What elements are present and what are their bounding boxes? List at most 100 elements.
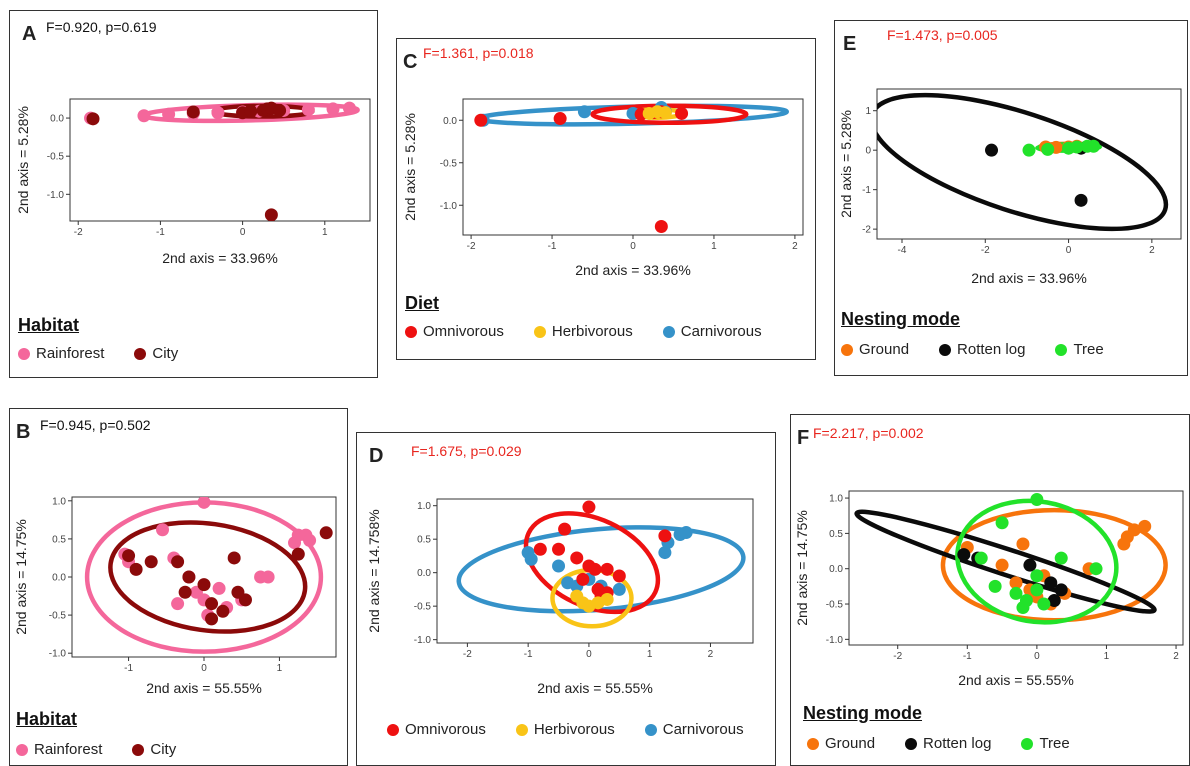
y-axis-label: 2nd axis = 5.28% xyxy=(402,113,418,221)
marks-group xyxy=(854,492,1168,625)
x-tick-label: 0 xyxy=(630,241,636,252)
panel-letter: D xyxy=(369,445,384,467)
stat-label: F=1.675, p=0.029 xyxy=(411,443,522,459)
legend-item: Carnivorous xyxy=(662,323,762,340)
legend-title: Diet xyxy=(405,293,440,313)
legend-marker xyxy=(134,347,147,360)
data-point xyxy=(612,582,626,596)
y-tick-label: -1.0 xyxy=(414,635,432,646)
plot-frame xyxy=(848,490,1184,646)
panel-letter: B xyxy=(16,421,31,443)
legend-label: Omnivorous xyxy=(405,721,486,738)
data-point xyxy=(570,551,584,565)
chart-a: -2 -1 0 1 0.0 -0.5 -1.0 2nd axis = 33.96% 2nd ax… xyxy=(10,93,375,271)
data-point xyxy=(552,542,566,556)
x-tick-label: 0 xyxy=(240,227,246,238)
panel-b: B F=0.945, p=0.502 -1 0 1 1.0 0.5 0.0 -0.5 -1.0… xyxy=(9,408,348,766)
data-point xyxy=(679,525,693,539)
data-point xyxy=(553,112,567,126)
confidence-ellipse xyxy=(854,509,1157,614)
legend-marker xyxy=(644,723,657,736)
x-tick-label: 1 xyxy=(1104,651,1110,662)
y-axis-label: 2nd axis = 14.75% xyxy=(13,519,29,635)
legend-marker xyxy=(533,325,546,338)
legend-marker xyxy=(16,743,28,756)
x-tick-label: 1 xyxy=(711,241,717,252)
x-tick-label: 2 xyxy=(792,241,798,252)
legend-marker xyxy=(662,325,675,338)
data-point xyxy=(156,523,170,537)
data-point xyxy=(1047,593,1061,607)
legend-item: Omnivorous xyxy=(405,323,504,340)
scatter-plot-svg: -2 -1 0 1 2 0.0 -0.5 -1.0 2nd axis = 33.96% 2nd a… xyxy=(402,98,804,278)
y-tick-label: -0.5 xyxy=(826,600,844,611)
legend-item: Tree xyxy=(1055,341,1104,358)
stat-label: F=1.473, p=0.005 xyxy=(887,27,998,43)
legend-item: Tree xyxy=(1021,735,1070,752)
data-point xyxy=(600,562,614,576)
data-point xyxy=(1070,140,1084,154)
data-point xyxy=(162,107,176,121)
data-point xyxy=(654,220,668,233)
confidence-ellipse xyxy=(877,92,1169,232)
data-point xyxy=(1044,576,1058,590)
data-point xyxy=(1016,601,1030,615)
legend: Omnivorous Herbivorous Carnivorous xyxy=(387,721,774,738)
plot-frame xyxy=(436,498,754,644)
data-point xyxy=(582,500,596,514)
y-tick-label: -2 xyxy=(862,225,871,236)
legend: Rainforest City xyxy=(16,741,206,758)
y-tick-label: 1.0 xyxy=(417,501,431,512)
stat-label: F=2.217, p=0.002 xyxy=(813,425,924,441)
y-axis-label: 2nd axis = 14.75% xyxy=(794,510,810,626)
x-tick-label: 0 xyxy=(201,663,207,674)
data-point xyxy=(957,548,971,562)
data-point xyxy=(231,585,245,599)
data-point xyxy=(1023,558,1037,572)
data-point xyxy=(1016,537,1030,551)
legend-label: Tree xyxy=(1039,735,1070,752)
y-tick-label: 0.0 xyxy=(52,573,66,584)
y-tick-label: -1.0 xyxy=(49,649,67,660)
y-tick-label: -1.0 xyxy=(440,201,458,212)
marks-group xyxy=(877,92,1169,232)
y-tick-label: -0.5 xyxy=(440,158,458,169)
x-tick-label: 0 xyxy=(586,649,592,660)
data-point xyxy=(1022,143,1036,157)
legend-item: Rainforest xyxy=(18,345,104,362)
data-point xyxy=(1138,519,1152,533)
legend-label: Ground xyxy=(825,735,876,752)
x-axis-label: 2nd axis = 33.96% xyxy=(575,262,691,278)
legend-marker xyxy=(807,737,819,750)
y-axis-label: 2nd axis = 5.28% xyxy=(838,110,854,218)
data-point xyxy=(1030,569,1044,583)
panel-a: A F=0.920, p=0.619 -2 -1 0 1 0.0 -0.5 -1.0 2nd … xyxy=(9,10,378,378)
scatter-plot-svg: -1 0 1 1.0 0.5 0.0 -0.5 -1.0 2nd axis = 55.55% 2n… xyxy=(13,496,337,696)
legend-marker xyxy=(905,737,918,750)
data-point xyxy=(1030,492,1044,506)
data-point xyxy=(988,579,1002,593)
x-tick-label: -1 xyxy=(124,663,133,674)
panel-letter: A xyxy=(22,23,37,45)
data-point xyxy=(1127,523,1141,537)
data-point xyxy=(171,555,185,569)
y-tick-label: 0.5 xyxy=(417,535,431,546)
x-axis-label: 2nd axis = 55.55% xyxy=(146,680,262,696)
x-tick-label: 0 xyxy=(1034,651,1040,662)
legend-item: Ground xyxy=(807,735,875,752)
panel-e: E F=1.473, p=0.005 -4 -2 0 2 1 0 -1 -2 2nd axis … xyxy=(834,20,1188,376)
data-point xyxy=(178,585,192,599)
scatter-plot-svg: -2 -1 0 1 0.0 -0.5 -1.0 2nd axis = 33.96% 2nd ax… xyxy=(15,98,371,266)
data-point xyxy=(129,562,143,576)
y-tick-label: 0.0 xyxy=(50,114,64,125)
data-point xyxy=(291,547,305,561)
legend-label: Rotten log xyxy=(923,735,992,752)
data-point xyxy=(1054,583,1068,597)
y-tick-label: -1.0 xyxy=(826,635,844,646)
data-point xyxy=(205,612,219,626)
y-tick-label: -0.5 xyxy=(47,152,65,163)
data-point xyxy=(552,559,566,573)
data-point xyxy=(319,526,333,540)
y-axis-label: 2nd axis = 14.758% xyxy=(366,509,382,632)
legend-label: Rainforest xyxy=(36,345,105,362)
